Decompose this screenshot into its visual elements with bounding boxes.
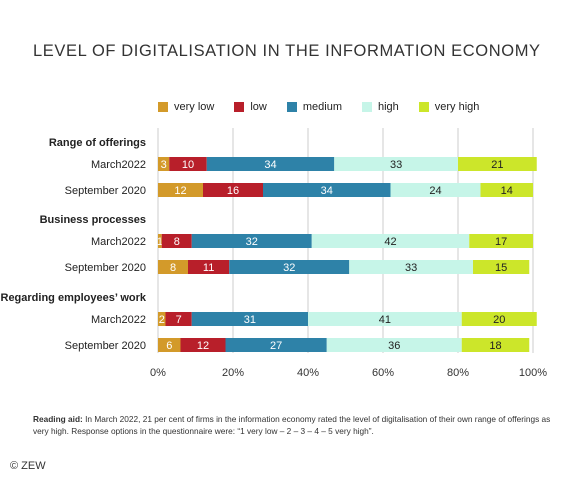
legend-item-medium: medium: [286, 101, 342, 113]
bar-segment-medium: [225, 338, 327, 352]
bar-segment-medium: [191, 234, 312, 248]
data-label: 3: [161, 159, 167, 171]
bar-segment-very-low: [158, 338, 181, 352]
legend-label: medium: [302, 101, 342, 113]
bar-segment-medium: [229, 260, 350, 274]
bar-segment-medium: [263, 183, 391, 197]
data-label: 8: [174, 236, 180, 248]
bar-segment-high: [308, 312, 462, 326]
data-label: 24: [429, 185, 441, 197]
row-label: March2022: [91, 314, 146, 326]
row-label: September 2020: [65, 340, 146, 352]
legend-item-very-low: very low: [158, 101, 214, 113]
data-label: 18: [489, 340, 501, 352]
bar-segment-very-high: [469, 234, 533, 248]
bar-segment-very-low: [158, 183, 203, 197]
copyright: © ZEW: [10, 460, 46, 472]
data-label: 7: [176, 314, 182, 326]
bar-segment-very-low: [158, 234, 162, 248]
data-label: 32: [283, 262, 295, 274]
reading-aid-label: Reading aid:: [33, 414, 83, 424]
legend: very low low medium high very high: [158, 101, 499, 113]
bar-segment-low: [169, 157, 207, 171]
data-label: 20: [493, 314, 505, 326]
x-tick-label: 20%: [222, 367, 244, 379]
row-label: March2022: [91, 236, 146, 248]
legend-label: very low: [174, 101, 215, 113]
chart-title: LEVEL OF DIGITALISATION IN THE INFORMATI…: [33, 42, 541, 60]
x-tick-label: 100%: [519, 367, 547, 379]
data-label: 21: [491, 159, 503, 171]
reading-aid-text: In March 2022, 21 per cent of firms in t…: [33, 414, 551, 436]
data-label: 15: [495, 262, 507, 274]
row-label: September 2020: [65, 262, 146, 274]
legend-item-high: high: [361, 101, 399, 113]
data-label: 12: [197, 340, 209, 352]
bar-segment-very-high: [480, 183, 533, 197]
data-label: 41: [379, 314, 391, 326]
bar-segment-high: [390, 183, 481, 197]
bar-segment-high: [349, 260, 473, 274]
data-label: 14: [501, 185, 513, 197]
data-label: 34: [321, 185, 333, 197]
x-tick-label: 40%: [297, 367, 319, 379]
reading-aid: Reading aid: In March 2022, 21 per cent …: [33, 413, 553, 437]
data-label: 34: [264, 159, 276, 171]
bar-segment-very-high: [458, 157, 537, 171]
data-label: 33: [405, 262, 417, 274]
bar-segment-very-high: [461, 338, 530, 352]
data-label: 12: [174, 185, 186, 197]
bar-segment-high: [334, 157, 458, 171]
data-label: 11: [203, 262, 214, 274]
bar-segment-low: [165, 312, 192, 326]
bar-segment-medium: [206, 157, 335, 171]
group-label: Business processes: [40, 214, 146, 226]
bar-segment-high: [311, 234, 470, 248]
data-label: 42: [384, 236, 396, 248]
legend-swatch: [158, 102, 168, 112]
data-label: 27: [270, 340, 282, 352]
legend-item-very-high: very high: [418, 101, 480, 113]
data-label: 10: [182, 159, 194, 171]
chart: 0% 20% 40% 60% 80% 100% Range of offerings Marc…: [1, 128, 547, 379]
bar-segment-very-high: [461, 312, 537, 326]
row-label: March2022: [91, 159, 146, 171]
legend-item-low: low: [234, 101, 267, 113]
data-label: 36: [388, 340, 400, 352]
legend-swatch: [286, 102, 297, 112]
legend-swatch: [361, 102, 372, 112]
legend-label: high: [377, 101, 399, 113]
x-tick-label: 80%: [447, 367, 469, 379]
x-tick-label: 60%: [372, 367, 394, 379]
data-label: 2: [159, 314, 165, 326]
row-label: September 2020: [65, 185, 146, 197]
legend-swatch: [418, 102, 429, 112]
legend-swatch: [234, 102, 245, 112]
legend-label: very high: [434, 101, 480, 113]
group-label: Regarding employees’ work: [1, 292, 147, 304]
bar-segment-very-low: [158, 157, 170, 171]
data-label: 8: [170, 262, 176, 274]
bar-segment-low: [188, 260, 230, 274]
data-label: 33: [390, 159, 402, 171]
data-label: 6: [166, 340, 172, 352]
bar-segment-high: [326, 338, 462, 352]
bar-segment-low: [161, 234, 192, 248]
bar-segment-very-high: [473, 260, 530, 274]
bar-segment-low: [203, 183, 263, 197]
data-label: 32: [246, 236, 258, 248]
x-tick-label: 0%: [150, 367, 166, 379]
bar-segment-very-low: [158, 260, 188, 274]
data-label: 1: [157, 236, 163, 248]
data-label: 16: [227, 185, 239, 197]
data-label: 31: [244, 314, 256, 326]
data-label: 17: [495, 236, 507, 248]
bar-segment-medium: [191, 312, 308, 326]
group-label: Range of offerings: [49, 137, 146, 149]
bar-segment-low: [180, 338, 226, 352]
bar-segment-very-low: [158, 312, 166, 326]
legend-label: low: [250, 101, 267, 113]
